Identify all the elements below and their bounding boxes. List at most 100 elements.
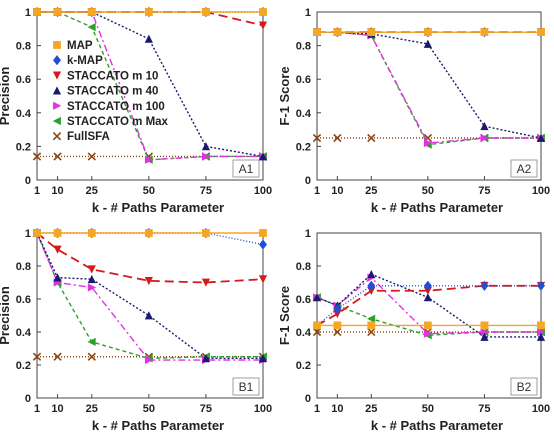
y-tick-label: 0 [25, 393, 31, 405]
data-point [423, 329, 433, 338]
y-tick-label: 0.2 [296, 141, 311, 153]
y-tick-label: 0.6 [16, 74, 31, 86]
data-point [201, 142, 211, 151]
data-point [480, 332, 489, 341]
data-point [87, 283, 97, 292]
data-point [144, 276, 153, 286]
x-tick-label: 100 [532, 403, 550, 415]
panel-tag-box [232, 377, 260, 396]
legend-label: FullSFA [67, 131, 110, 143]
y-tick-label: 0.8 [296, 41, 311, 53]
legend-swatch [53, 101, 62, 110]
x-axis-label: k - # Paths Parameter [92, 418, 224, 433]
data-point [258, 275, 268, 284]
panel-tag-box [232, 159, 260, 178]
plot-frame [316, 232, 542, 399]
data-point [87, 337, 96, 346]
legend-swatch [52, 132, 62, 141]
x-tick-label: 1 [314, 185, 320, 197]
y-tick-label: 0.2 [296, 360, 311, 372]
x-tick-label: 10 [331, 403, 343, 415]
data-point [87, 265, 96, 274]
data-point [32, 352, 42, 361]
data-point [201, 278, 211, 287]
series-line [36, 232, 263, 360]
panel-tag: B2 [517, 380, 532, 394]
panel-tag: B1 [239, 380, 254, 394]
data-point [87, 23, 96, 32]
data-point [144, 311, 153, 320]
legend: MAP k-MAP STACCATO m 10 STACCATO m 40 STACCA… [52, 40, 169, 143]
data-point [87, 152, 96, 161]
series-line [36, 232, 263, 360]
legend-entry: STACCATO m 10 [52, 70, 158, 82]
data-point [313, 321, 321, 330]
data-point [423, 280, 432, 291]
y-tick-label: 0.4 [296, 327, 312, 339]
y-tick-label: 1 [305, 7, 311, 19]
chart-panel-a2: 0 0.2 0.4 0.6 0.8 1 1 10 25 50 75 100 k - # Paths Pa… [277, 7, 550, 215]
y-tick-label: 1 [25, 7, 31, 19]
legend-swatch [53, 55, 61, 66]
plot-frame [316, 11, 542, 181]
series-map [33, 8, 267, 16]
x-tick-label: 75 [200, 403, 212, 415]
data-point [537, 28, 545, 37]
x-tick-label: 100 [532, 185, 550, 197]
series-map [313, 28, 545, 37]
data-point [53, 152, 62, 161]
series-k-map [313, 280, 545, 331]
data-point [480, 133, 489, 143]
data-point [367, 314, 376, 323]
x-tick-label: 75 [478, 403, 490, 415]
data-point [423, 293, 432, 302]
x-tick-label: 75 [200, 185, 212, 197]
legend-label: STACCATO m Max [67, 116, 169, 128]
y-tick-label: 1 [305, 228, 311, 240]
data-point [423, 39, 432, 48]
data-point [367, 269, 376, 279]
x-tick-label: 1 [34, 403, 40, 415]
y-tick-label: 1 [25, 228, 31, 240]
data-point [536, 133, 546, 142]
series-staccato-m-max [32, 228, 267, 363]
legend-entry: k-MAP [53, 55, 103, 67]
y-tick-label: 0 [305, 393, 311, 405]
x-tick-label: 10 [51, 403, 63, 415]
data-point [202, 152, 211, 161]
data-point [258, 152, 268, 161]
y-tick-label: 0.8 [296, 261, 311, 273]
x-tick-label: 25 [86, 403, 98, 415]
data-point [537, 280, 545, 291]
data-point [201, 354, 211, 363]
legend-swatch [52, 71, 62, 80]
x-tick-label: 10 [331, 185, 343, 197]
data-point [480, 28, 489, 37]
data-point [367, 133, 376, 143]
y-axis-label: Precision [0, 286, 12, 345]
y-tick-label: 0.6 [296, 294, 311, 306]
x-axis-label: k - # Paths Parameter [92, 200, 224, 215]
x-tick-label: 25 [365, 185, 377, 197]
x-tick-label: 100 [254, 403, 272, 415]
series-map [313, 321, 545, 330]
series-line [316, 296, 541, 337]
data-point [87, 352, 96, 361]
data-point [537, 321, 545, 330]
panel-tag: A1 [239, 162, 254, 176]
data-point [423, 138, 433, 148]
legend-label: MAP [67, 40, 93, 52]
series-map [33, 229, 267, 237]
y-axis-label: F-1 Score [277, 286, 292, 345]
legend-entry: STACCATO m 100 [53, 101, 165, 113]
y-tick-label: 0.4 [16, 327, 32, 339]
data-point [144, 355, 154, 365]
legend-label: STACCATO m 10 [67, 70, 158, 82]
data-point [480, 321, 489, 330]
x-tick-label: 10 [51, 185, 63, 197]
y-tick-label: 0.4 [296, 108, 312, 120]
series-staccato-m-40 [312, 27, 546, 142]
series-line [316, 285, 541, 326]
